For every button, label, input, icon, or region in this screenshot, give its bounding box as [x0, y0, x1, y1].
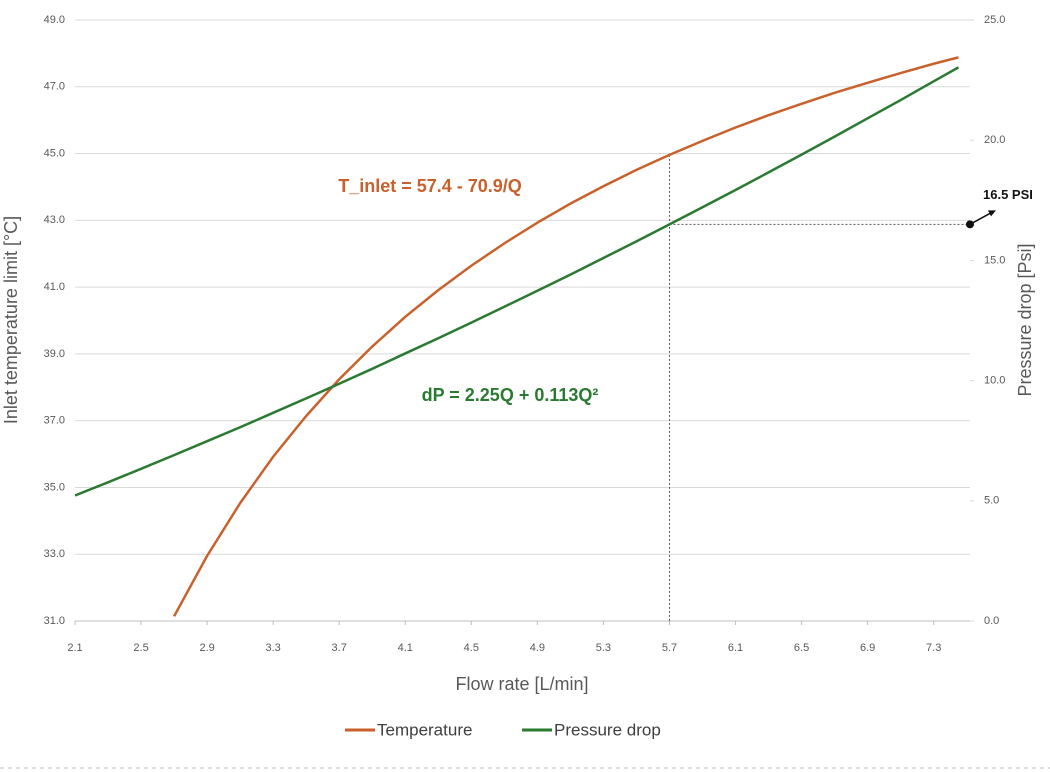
- y-tick-label: 49.0: [44, 14, 65, 26]
- y2-tick-label: 20.0: [984, 134, 1005, 146]
- reference-arrow: [969, 211, 993, 225]
- x-tick-label: 4.5: [464, 642, 479, 654]
- y-tick-label: 45.0: [44, 147, 65, 159]
- x-tick-label: 4.9: [530, 642, 545, 654]
- series-line: [172, 56, 959, 617]
- legend-label: Temperature: [377, 720, 472, 739]
- y2-tick-label: 5.0: [984, 495, 999, 507]
- x-tick-label: 5.7: [662, 642, 677, 654]
- reference-arrowhead: [988, 210, 996, 217]
- y2-tick-label: 25.0: [984, 14, 1005, 26]
- y-tick-label: 41.0: [44, 281, 65, 293]
- y2-tick-label: 10.0: [984, 375, 1005, 387]
- x-tick-label: 2.5: [133, 642, 148, 654]
- y-tick-label: 43.0: [44, 214, 65, 226]
- y-tick-label: 31.0: [44, 615, 65, 627]
- y2-tick-label: 15.0: [984, 254, 1005, 266]
- x-tick-label: 6.9: [860, 642, 875, 654]
- x-tick-label: 6.5: [794, 642, 809, 654]
- x-tick-label: 4.1: [398, 642, 413, 654]
- series-line: [74, 66, 960, 497]
- annotation: dP = 2.25Q + 0.113Q²: [422, 385, 599, 405]
- y-tick-label: 37.0: [44, 415, 65, 427]
- y-tick-label: 35.0: [44, 481, 65, 493]
- y-tick-label: 47.0: [44, 81, 65, 93]
- x-tick-label: 6.1: [728, 642, 743, 654]
- x-tick-label: 2.9: [199, 642, 214, 654]
- y-axis-title: Inlet temperature limit [°C]: [1, 216, 21, 424]
- x-tick-label: 2.1: [67, 642, 82, 654]
- y2-axis-title: Pressure drop [Psi]: [1015, 243, 1035, 396]
- x-tick-label: 3.7: [332, 642, 347, 654]
- x-axis-title: Flow rate [L/min]: [455, 674, 588, 694]
- x-tick-label: 7.3: [926, 642, 941, 654]
- legend-label: Pressure drop: [554, 720, 661, 739]
- y-tick-label: 33.0: [44, 548, 65, 560]
- y-tick-label: 39.0: [44, 348, 65, 360]
- x-tick-label: 3.3: [266, 642, 281, 654]
- y2-tick-label: 0.0: [984, 615, 999, 627]
- x-tick-label: 5.3: [596, 642, 611, 654]
- reference-label: 16.5 PSI: [983, 187, 1033, 202]
- annotation: T_inlet = 57.4 - 70.9/Q: [338, 176, 522, 196]
